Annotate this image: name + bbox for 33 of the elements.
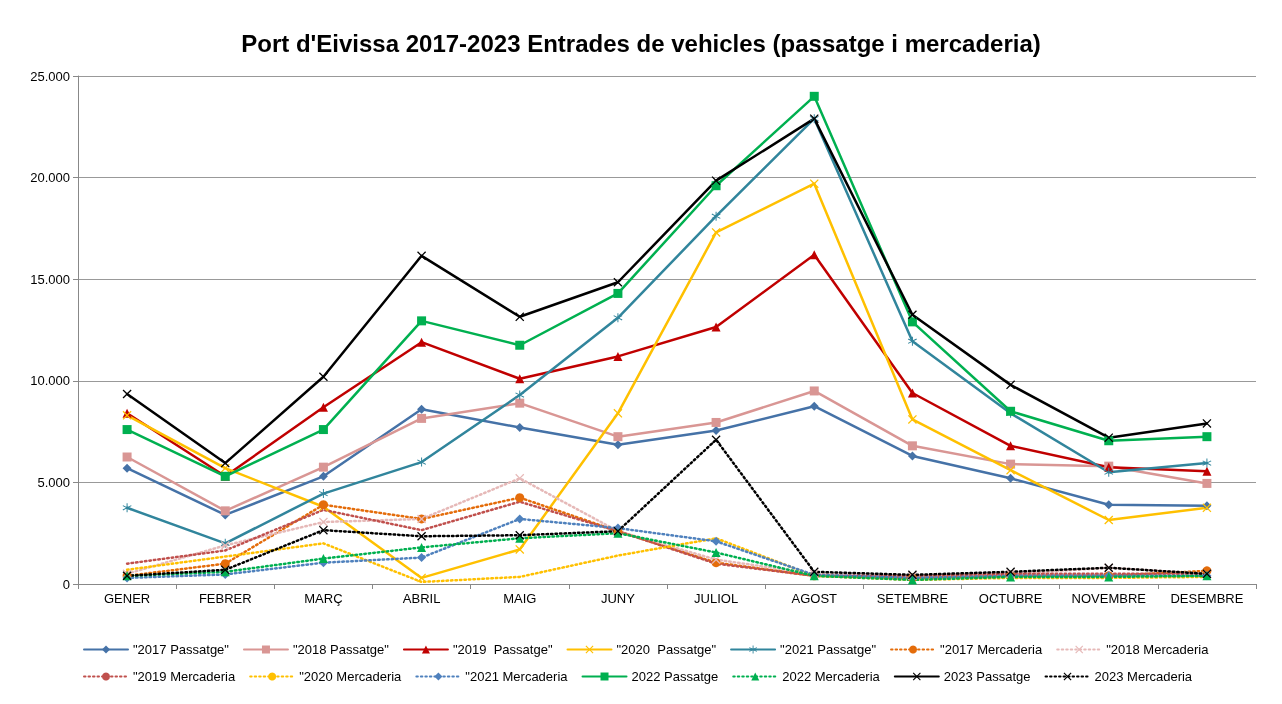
x-tick-label: ABRIL: [402, 591, 441, 606]
legend-label: "2017 Passatge": [133, 642, 230, 657]
x-tick-label: JULIOL: [694, 591, 739, 606]
legend-label: "2018 Mercaderia: [1106, 642, 1210, 657]
legend-label: "2021 Mercaderia: [465, 669, 569, 684]
x-tick-label: JUNY: [600, 591, 636, 606]
legend-label: 2023 Mercaderia: [1094, 669, 1193, 684]
x-tick-label: MARÇ: [304, 591, 343, 606]
y-tick-label: 25.000: [30, 68, 70, 84]
x-tick-label: FEBRER: [198, 591, 252, 606]
y-tick-label: 10.000: [30, 373, 70, 389]
legend-label: "2017 Mercaderia: [940, 642, 1043, 657]
legend-label: 2022 Passatge: [631, 669, 719, 684]
legend-label: "2021 Passatge": [780, 642, 877, 657]
y-tick-label: 0: [62, 576, 70, 592]
legend-label: "2018 Passatge": [292, 642, 390, 657]
legend-label: "2020 Mercaderia: [299, 669, 403, 684]
legend-label: 2023 Passatge: [943, 669, 1031, 684]
legend-label: "2019 Mercaderia: [133, 669, 236, 684]
x-tick-label: MAIG: [503, 591, 537, 606]
legend-label: "2019 Passatge": [452, 642, 553, 657]
x-tick-label: AGOST: [791, 591, 838, 606]
chart-title: Port d'Eivissa 2017-2023 Entrades de vehicles (passatge i mercaderia): [241, 29, 1041, 57]
x-tick-label: OCTUBRE: [978, 591, 1043, 606]
legend-label: "2020 Passatge": [616, 642, 717, 657]
y-tick-label: 15.000: [30, 271, 70, 287]
x-tick-label: NOVEMBRE: [1071, 591, 1147, 606]
legend-label: 2022 Mercaderia: [782, 669, 881, 684]
y-tick-label: 5.000: [37, 474, 70, 490]
x-tick-label: DESEMBRE: [1170, 591, 1244, 606]
x-tick-label: SETEMBRE: [876, 591, 949, 606]
x-tick-label: GENER: [103, 591, 151, 606]
y-tick-label: 20.000: [30, 170, 70, 186]
